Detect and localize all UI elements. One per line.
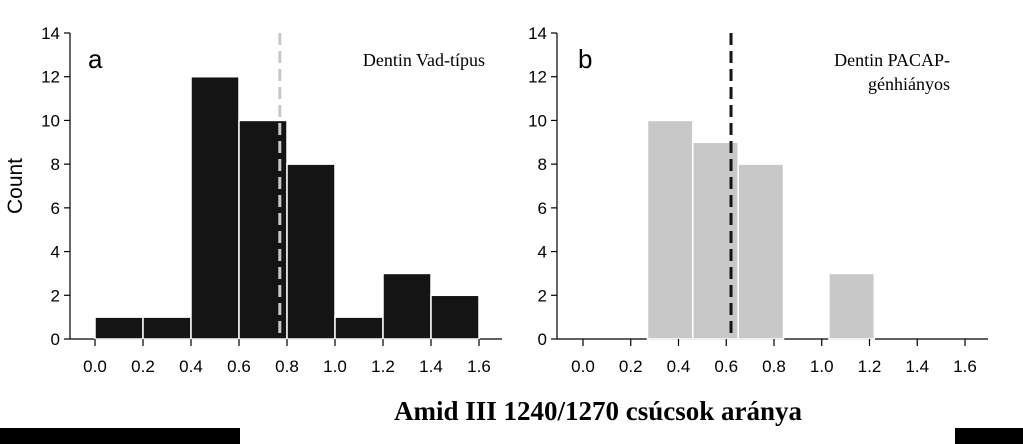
- panel-b-x-tick-label-5: 1.0: [810, 357, 834, 376]
- panel-b-bars: [646, 119, 876, 340]
- panel-a-dentin-wild-type: 0.0 0.2 0.4 0.6 0.8 1.0 1.2 1.4 1.6 02468101214 …: [41, 24, 502, 376]
- panel-a-y-ticks: 0 2 4 6 8 10 12 14: [41, 24, 70, 349]
- panel-b-y-tick-label-2: 4: [538, 243, 547, 262]
- panel-b-y-tick-label-4: 8: [538, 155, 547, 174]
- panel-b-x-tick-label-3: 0.6: [714, 357, 738, 376]
- x-axis-title: Amid III 1240/1270 csúcsok aránya: [394, 396, 803, 426]
- panel-a-dataset-label: Dentin Vad-típus: [363, 50, 485, 70]
- panel-a-x-tick-label-3: 0.6: [227, 357, 251, 376]
- panel-a-y-tick-label-6: 12: [41, 68, 60, 87]
- panel-a-bar-1: [142, 316, 192, 340]
- panel-b-x-tick-label-2: 0.4: [667, 357, 691, 376]
- panel-a-bar-4: [286, 163, 336, 340]
- panel-a-x-tick-label-8: 1.6: [467, 357, 491, 376]
- panel-a-x-tick-label-2: 0.4: [179, 357, 203, 376]
- panel-a-bar-3: [238, 119, 288, 340]
- panel-a-x-ticks: 0.0 0.2 0.4 0.6 0.8 1.0 1.2 1.4 1.6: [83, 339, 491, 376]
- panel-b-y-tick-label-1: 2: [538, 286, 547, 305]
- bottom-band-right: [955, 428, 1023, 444]
- panel-a-bar-6: [382, 272, 432, 340]
- panel-b-y-tick-label-0: 0: [538, 330, 547, 349]
- panel-b-y-ticks: 0 2 4 6 8 10 12 14: [528, 24, 557, 349]
- panel-b-x-ticks: 0.0 0.2 0.4 0.6 0.8 1.0 1.2 1.4 1.6: [571, 339, 977, 376]
- panel-b-x-tick-label-8: 1.6: [953, 357, 977, 376]
- panel-a-y-tick-label-2: 4: [51, 243, 60, 262]
- panel-a-x-tick-label-7: 1.4: [419, 357, 443, 376]
- panel-b-x-tick-label-1: 0.2: [619, 357, 643, 376]
- panel-a-y-tick-label-1: 2: [51, 286, 60, 305]
- panel-a-y-tick-label-5: 10: [41, 111, 60, 130]
- y-axis-label: Count: [4, 158, 27, 214]
- panel-a-bar-0: [94, 316, 144, 340]
- panel-b-dentin-pacap-knockout: 0.0 0.2 0.4 0.6 0.8 1.0 1.2 1.4 1.6 02468101214 …: [528, 24, 988, 376]
- panel-a-y-tick-label-7: 14: [41, 24, 60, 43]
- panel-b-dataset-label-line-1: génhiányos: [868, 74, 950, 94]
- bottom-band-left: [0, 428, 240, 444]
- panel-a-x-tick-label-4: 0.8: [275, 357, 299, 376]
- panel-b-y-tick-label-5: 10: [528, 111, 547, 130]
- panel-b-bar-1: [646, 119, 694, 340]
- panel-b-dataset-label: Dentin PACAP-génhiányos: [834, 50, 950, 94]
- panel-a-x-tick-label-0: 0.0: [83, 357, 107, 376]
- panel-a-dataset-label-line-0: Dentin Vad-típus: [363, 50, 485, 70]
- panel-b-x-tick-label-4: 0.8: [762, 357, 786, 376]
- panel-a-letter: a: [88, 44, 103, 74]
- panel-b-x-tick-label-7: 1.4: [905, 357, 929, 376]
- panel-a-bars: [94, 75, 480, 340]
- panel-a-x-tick-label-1: 0.2: [131, 357, 155, 376]
- panel-b-letter: b: [578, 44, 592, 74]
- panel-a-x-tick-label-6: 1.2: [371, 357, 395, 376]
- panel-b-y-tick-label-7: 14: [528, 24, 547, 43]
- panel-b-x-tick-label-0: 0.0: [571, 357, 595, 376]
- panel-a-x-tick-label-5: 1.0: [323, 357, 347, 376]
- panel-a-bar-5: [334, 316, 384, 340]
- panel-b-bar-3: [737, 163, 785, 340]
- panel-a-y-tick-label-4: 8: [51, 155, 60, 174]
- panel-a-y-tick-label-3: 6: [51, 199, 60, 218]
- panel-a-bar-7: [430, 294, 480, 340]
- panel-b-y-tick-label-6: 12: [528, 68, 547, 87]
- panel-a-bar-2: [190, 75, 240, 340]
- panel-b-x-tick-label-6: 1.2: [858, 357, 882, 376]
- panel-b-bar-5: [828, 272, 876, 340]
- panel-a-y-tick-label-0: 0: [51, 330, 60, 349]
- panel-b-y-tick-label-3: 6: [538, 199, 547, 218]
- panel-b-dataset-label-line-0: Dentin PACAP-: [834, 50, 950, 70]
